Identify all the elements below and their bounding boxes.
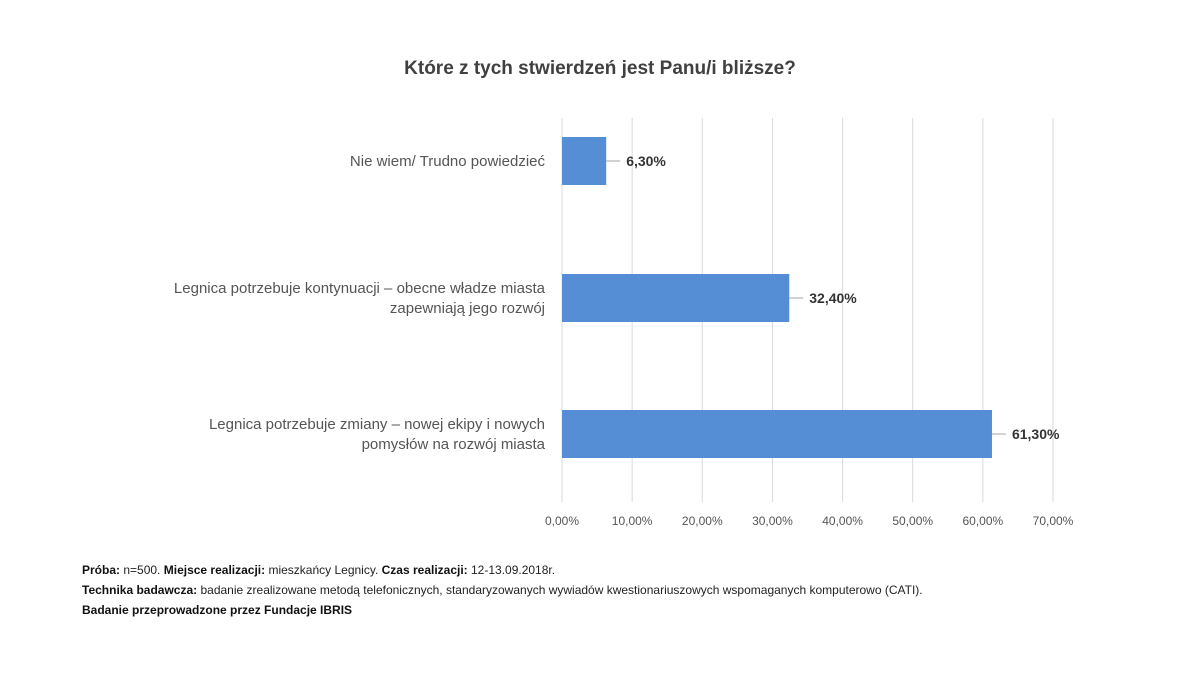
category-labels: Nie wiem/ Trudno powiedzieć Legnica potrz… xyxy=(174,153,546,453)
x-tick-label: 30,00% xyxy=(752,514,793,528)
bar xyxy=(562,410,992,458)
x-tick-label: 50,00% xyxy=(892,514,933,528)
location-key: Miejsce realizacji: xyxy=(163,563,266,577)
sample-value: n=500. xyxy=(120,563,164,577)
survey-footnote: Próba: n=500. Miejsce realizacji: mieszk… xyxy=(82,560,1162,620)
date-value: 12-13.09.2018r. xyxy=(467,563,556,577)
category-label: Legnica potrzebuje zmiany – nowej ekipy … xyxy=(209,416,545,433)
sample-key: Próba: xyxy=(82,563,121,577)
x-tick-label: 70,00% xyxy=(1033,514,1074,528)
x-tick-label: 0,00% xyxy=(545,514,579,528)
category-label: Legnica potrzebuje kontynuacji – obecne … xyxy=(174,280,546,297)
data-label: 6,30% xyxy=(626,153,666,169)
date-key: Czas realizacji: xyxy=(381,563,468,577)
bar xyxy=(562,137,607,185)
method-value: badanie zrealizowane metodą telefoniczny… xyxy=(197,583,923,597)
x-axis-ticks: 0,00% 10,00% 20,00% 30,00% 40,00% 50,00% 60,00… xyxy=(545,514,1074,528)
bar xyxy=(562,274,790,322)
footnote-line-2: Technika badawcza: badanie zrealizowane … xyxy=(82,580,1162,600)
footnote-line-3: Badanie przeprowadzone przez Fundacje IB… xyxy=(82,600,1162,620)
footnote-line-1: Próba: n=500. Miejsce realizacji: mieszk… xyxy=(82,560,1162,580)
x-tick-label: 10,00% xyxy=(612,514,653,528)
x-tick-label: 60,00% xyxy=(963,514,1004,528)
x-tick-label: 40,00% xyxy=(822,514,863,528)
data-label: 32,40% xyxy=(809,290,857,306)
data-label: 61,30% xyxy=(1012,426,1060,442)
chart-title: Które z tych stwierdzeń jest Panu/i bliż… xyxy=(404,58,796,79)
method-key: Technika badawcza: xyxy=(82,583,198,597)
location-value: mieszkańcy Legnicy. xyxy=(265,563,382,577)
category-label: Nie wiem/ Trudno powiedzieć xyxy=(350,153,546,170)
category-label: zapewniają jego rozwój xyxy=(390,300,545,317)
category-label: pomysłów na rozwój miasta xyxy=(362,436,546,453)
conducted-by: Badanie przeprowadzone przez Fundacje IB… xyxy=(82,603,353,617)
bars: 6,30% 32,40% 61,30% xyxy=(562,137,1060,458)
x-tick-label: 20,00% xyxy=(682,514,723,528)
